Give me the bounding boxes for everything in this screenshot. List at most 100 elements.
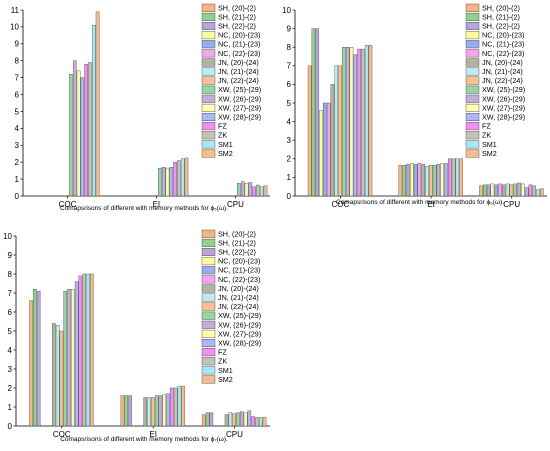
x-category-label: COC: [331, 200, 349, 209]
legend-swatch: [465, 131, 480, 140]
bar: [52, 323, 56, 427]
bar: [368, 45, 373, 197]
legend-swatch: [201, 293, 216, 302]
y-tick-label: 2: [8, 384, 13, 393]
legend-label: SH, (22)-(2): [482, 22, 520, 31]
chart-panel-3: 0 1 2 3 4 5 6 7 8 9 10 COC EI CPU SH, (20)-(2)SH, (21)…: [3, 229, 270, 443]
bar: [247, 410, 252, 427]
legend-swatch: [201, 131, 216, 140]
bar: [169, 167, 174, 197]
legend-swatch: [465, 12, 480, 21]
bar: [398, 165, 403, 197]
x-category-label: COC: [59, 200, 77, 209]
y-tick-label: 1: [287, 173, 292, 182]
legend-label: XW, (27)-(29): [482, 103, 525, 112]
bar: [402, 165, 406, 197]
bar: [143, 397, 148, 427]
bar: [440, 163, 444, 197]
y-tick-label: 5: [8, 327, 13, 336]
bar: [486, 184, 491, 197]
legend-swatch: [201, 302, 216, 311]
legend-swatch: [201, 112, 216, 121]
x-category-label: CPU: [227, 200, 244, 209]
x-category-label: EI: [149, 430, 157, 439]
legend-swatch: [465, 40, 480, 49]
bar: [154, 395, 159, 427]
legend-swatch: [201, 149, 216, 158]
legend-swatch: [465, 31, 480, 40]
legend-label: ZK: [482, 131, 491, 140]
y-tick-label: 6: [8, 308, 13, 317]
legend-label: ZK: [218, 357, 227, 366]
bar: [406, 164, 410, 197]
x-category-label: COC: [53, 430, 71, 439]
y-tick-label: 2: [15, 158, 20, 167]
legend-swatch: [465, 58, 480, 67]
bar: [173, 387, 178, 427]
bar: [448, 158, 452, 197]
legend-swatch: [465, 140, 480, 149]
legend-swatch: [201, 257, 216, 266]
legend-swatch: [201, 122, 216, 131]
legend-label: NC, (22)-(23): [482, 49, 524, 58]
bar: [338, 65, 342, 197]
bar: [532, 185, 536, 197]
legend-label: XW, (25)-(29): [482, 85, 525, 94]
legend-label: NC, (22)-(23): [218, 275, 260, 284]
bar: [345, 47, 350, 197]
bar: [76, 70, 81, 197]
bar: [88, 62, 92, 197]
legend-swatch: [201, 58, 216, 67]
bar: [161, 167, 166, 197]
bar: [71, 289, 75, 427]
bar: [29, 300, 33, 427]
bar: [248, 182, 253, 197]
legend-label: SH, (22)-(2): [218, 248, 256, 257]
bar: [147, 397, 151, 427]
legend-label: NC, (21)-(23): [482, 40, 524, 49]
legend-swatch: [201, 140, 216, 149]
bar: [256, 184, 260, 197]
legend-label: XW, (26)-(29): [218, 94, 261, 103]
bar: [69, 74, 73, 197]
legend-swatch: [465, 22, 480, 31]
y-tick-label: 4: [8, 346, 13, 355]
legend-label: XW, (26)-(29): [482, 94, 525, 103]
legend-swatch: [201, 320, 216, 329]
y-tick-label: 0: [287, 192, 292, 201]
bar: [536, 189, 540, 197]
y-tick-label: 2: [287, 155, 292, 164]
bar: [201, 414, 206, 427]
bar: [124, 395, 129, 427]
bar: [63, 290, 67, 427]
legend-label: FZ: [218, 122, 227, 131]
legend-swatch: [465, 49, 480, 58]
bar: [166, 393, 170, 427]
chart-caption: Comapsrisons of different with memory me…: [60, 436, 228, 443]
legend-swatch: [201, 375, 216, 384]
y-tick-label: 1: [8, 403, 13, 412]
legend-swatch: [201, 311, 216, 320]
legend-swatch: [201, 238, 216, 247]
bar: [170, 387, 174, 427]
legend-swatch: [465, 85, 480, 94]
bar: [95, 11, 100, 197]
y-tick-label: 5: [287, 99, 292, 108]
legend-label: SH, (22)-(2): [218, 22, 256, 31]
legend-label: JN, (20)-(24): [218, 284, 259, 293]
legend-label: FZ: [218, 348, 227, 357]
bar: [357, 48, 361, 197]
bar: [80, 77, 85, 197]
legend-label: SM2: [218, 375, 233, 384]
y-tick-label: 11: [11, 6, 20, 15]
legend-swatch: [201, 229, 216, 238]
y-tick-label: 8: [287, 43, 292, 52]
bar: [429, 165, 433, 197]
legend-label: SH, (20)-(2): [482, 3, 520, 12]
bar: [259, 186, 264, 197]
legend-swatch: [465, 149, 480, 158]
bar: [505, 183, 510, 197]
bar: [78, 275, 83, 427]
